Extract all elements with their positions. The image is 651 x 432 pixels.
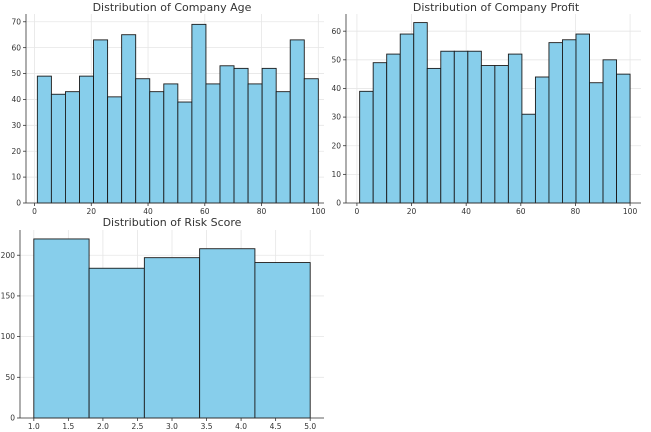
y-tick-label: 40 xyxy=(11,95,21,104)
histogram-bar xyxy=(247,83,263,204)
x-tick-label: 5.0 xyxy=(304,422,316,431)
y-tick-label: 60 xyxy=(11,43,21,52)
histogram-bar xyxy=(386,53,401,204)
histogram-bar xyxy=(219,65,235,204)
x-tick-label: 0 xyxy=(355,207,360,216)
x-tick-label: 40 xyxy=(143,207,153,216)
histogram-bar xyxy=(413,22,428,204)
histogram-bar xyxy=(372,62,388,204)
histogram-bar xyxy=(33,238,90,419)
histogram-bar xyxy=(289,39,305,204)
histogram-bar xyxy=(88,267,145,419)
histogram-bar xyxy=(205,83,221,204)
histogram-bar xyxy=(107,96,123,204)
histogram-bar xyxy=(50,93,66,204)
histogram-bar xyxy=(177,101,193,204)
histogram-bar xyxy=(303,78,319,204)
chart-title: Distribution of Company Age xyxy=(93,1,252,14)
histogram-bar xyxy=(199,248,256,419)
x-tick-label: 100 xyxy=(623,207,638,216)
histogram-bar xyxy=(261,67,277,204)
histogram-bar xyxy=(163,83,179,204)
histogram-bar xyxy=(93,39,109,204)
histogram-bar xyxy=(589,82,604,204)
histogram-bar xyxy=(453,50,469,204)
histogram-bar xyxy=(121,34,137,204)
y-tick-label: 200 xyxy=(1,251,16,260)
y-tick-label: 30 xyxy=(331,113,341,122)
histogram-bar xyxy=(562,39,577,204)
y-tick-label: 50 xyxy=(331,55,341,64)
y-tick-label: 50 xyxy=(5,373,15,382)
x-tick-label: 40 xyxy=(461,207,471,216)
chart-company-age: Distribution of Company Age 0 20 40 60 80 100… xyxy=(11,1,325,216)
histogram-bar xyxy=(494,65,509,204)
histogram-bar xyxy=(534,76,550,204)
histogram-bar xyxy=(135,78,151,204)
histogram-bar xyxy=(602,59,618,204)
x-tick-label: 2.0 xyxy=(97,422,109,431)
y-tick-label: 70 xyxy=(11,17,21,26)
x-tick-label: 4.5 xyxy=(270,422,282,431)
x-tick-label: 1.0 xyxy=(28,422,40,431)
x-tick-label: 80 xyxy=(571,207,581,216)
histogram-bar xyxy=(149,91,165,204)
x-tick-label: 60 xyxy=(200,207,210,216)
y-tick-label: 40 xyxy=(331,84,341,93)
x-tick-label: 1.5 xyxy=(62,422,74,431)
histogram-bar xyxy=(575,33,590,204)
histogram-bar xyxy=(64,91,80,204)
histogram-bar xyxy=(275,91,291,204)
chart-risk-score: Distribution of Risk Score 1.0 1.5 2.0 2.5 3… xyxy=(1,216,324,431)
y-tick-label: 30 xyxy=(11,121,21,130)
x-tick-label: 80 xyxy=(257,207,267,216)
histogram-bar xyxy=(480,65,496,204)
x-tick-label: 60 xyxy=(516,207,526,216)
x-tick-label: 3.5 xyxy=(201,422,213,431)
histogram-bar xyxy=(399,33,415,204)
y-tick-label: 0 xyxy=(10,414,15,423)
y-tick-label: 20 xyxy=(11,147,21,156)
histogram-bar xyxy=(426,67,442,204)
x-tick-label: 2.5 xyxy=(131,422,143,431)
y-tick-label: 150 xyxy=(1,292,16,301)
histogram-bar xyxy=(191,23,207,204)
chart-title: Distribution of Risk Score xyxy=(103,216,242,229)
x-tick-label: 3.0 xyxy=(166,422,178,431)
histogram-bar xyxy=(359,90,374,204)
y-tick-label: 10 xyxy=(331,170,341,179)
histogram-bar xyxy=(143,257,201,419)
x-tick-label: 100 xyxy=(311,207,326,216)
y-tick-label: 10 xyxy=(11,173,21,182)
chart-title: Distribution of Company Profit xyxy=(413,1,580,14)
histogram-bar xyxy=(507,53,523,204)
x-tick-label: 20 xyxy=(87,207,97,216)
histogram-bar xyxy=(233,67,249,204)
chart-company-profit: Distribution of Company Profit 0 20 40 60 80… xyxy=(331,1,641,216)
x-tick-label: 20 xyxy=(407,207,417,216)
y-tick-label: 60 xyxy=(331,27,341,36)
histogram-bar xyxy=(467,50,482,204)
y-tick-label: 0 xyxy=(336,199,341,208)
histogram-bar xyxy=(548,42,563,204)
y-tick-label: 50 xyxy=(11,69,21,78)
x-tick-label: 0 xyxy=(32,207,37,216)
histogram-bar xyxy=(616,73,631,204)
histogram-bar xyxy=(440,50,455,204)
y-tick-label: 0 xyxy=(16,199,21,208)
y-tick-label: 100 xyxy=(1,332,16,341)
histogram-bar xyxy=(36,75,52,204)
y-tick-label: 20 xyxy=(331,141,341,150)
histogram-bar xyxy=(79,75,94,204)
histogram-bar xyxy=(521,113,536,204)
x-tick-label: 4.0 xyxy=(235,422,247,431)
histogram-bar xyxy=(254,262,311,419)
